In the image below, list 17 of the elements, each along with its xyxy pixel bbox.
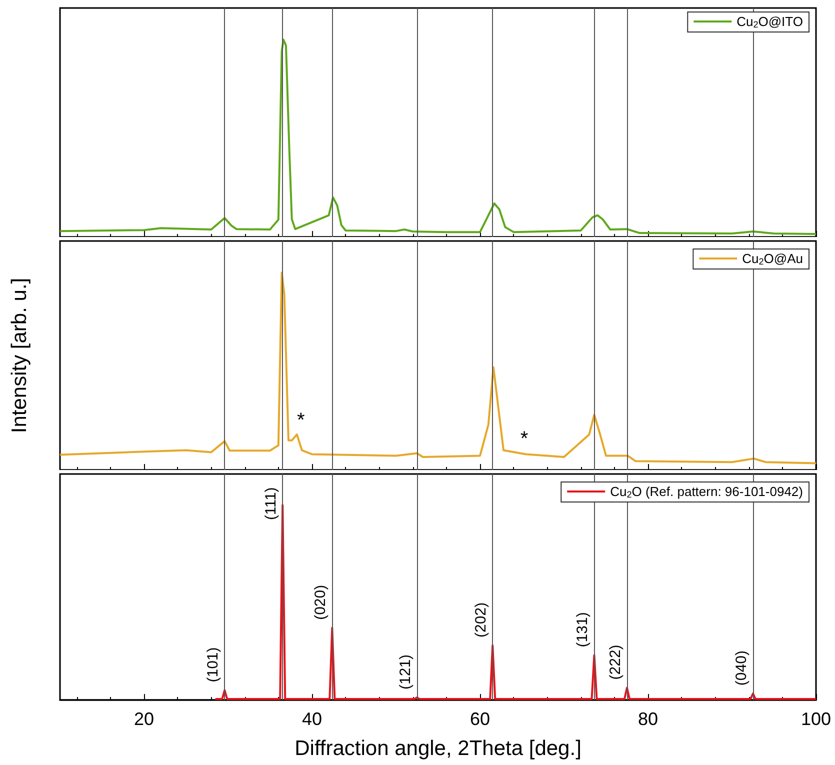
annotation: *	[520, 428, 528, 450]
annotation: (121)	[397, 654, 414, 690]
y-axis-title: Intensity [arb. u.]	[8, 278, 31, 434]
annotation: *	[296, 409, 305, 432]
x-tick-label: 40	[302, 709, 322, 729]
annotation: (101)	[204, 647, 222, 682]
annotation: (040)	[733, 650, 750, 686]
annotation: (111)	[262, 487, 280, 520]
annotation: (131)	[574, 612, 592, 648]
x-axis-title: Diffraction angle, 2Theta [deg.]	[294, 737, 582, 760]
annotation: (222)	[607, 644, 624, 680]
x-tick-label: 60	[470, 709, 490, 729]
annotation: (202)	[472, 602, 490, 638]
x-tick-label: 80	[638, 709, 658, 729]
x-tick-label: 20	[134, 709, 154, 729]
annotation: (020)	[312, 584, 330, 620]
x-tick-label: 100	[800, 709, 832, 729]
